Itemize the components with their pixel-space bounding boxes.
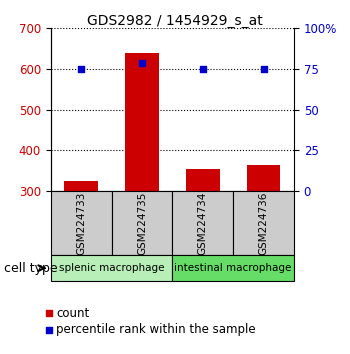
Text: intestinal macrophage: intestinal macrophage: [175, 263, 292, 273]
Bar: [233, 191, 294, 255]
Bar: [172, 255, 294, 281]
Bar: [172, 191, 233, 255]
Bar: [64, 181, 98, 191]
Text: splenic macrophage: splenic macrophage: [59, 263, 164, 273]
Text: GSM224733: GSM224733: [76, 191, 86, 255]
Bar: [247, 165, 280, 191]
Bar: [125, 53, 159, 191]
Text: GSM224735: GSM224735: [137, 191, 147, 255]
Bar: [186, 169, 219, 191]
Text: cell type: cell type: [4, 262, 57, 275]
Point: [200, 66, 205, 72]
Bar: [51, 191, 112, 255]
Text: GSM224736: GSM224736: [259, 191, 268, 255]
Bar: [51, 255, 172, 281]
Point: [139, 60, 145, 65]
Text: GDS2982 / 1454929_s_at: GDS2982 / 1454929_s_at: [87, 14, 263, 28]
Text: GSM224734: GSM224734: [198, 191, 208, 255]
Point: [261, 66, 266, 72]
Text: percentile rank within the sample: percentile rank within the sample: [56, 324, 255, 336]
Point: [46, 327, 52, 333]
Bar: [112, 191, 172, 255]
Point: [78, 66, 84, 72]
Text: count: count: [56, 307, 89, 320]
Point: [46, 310, 52, 316]
